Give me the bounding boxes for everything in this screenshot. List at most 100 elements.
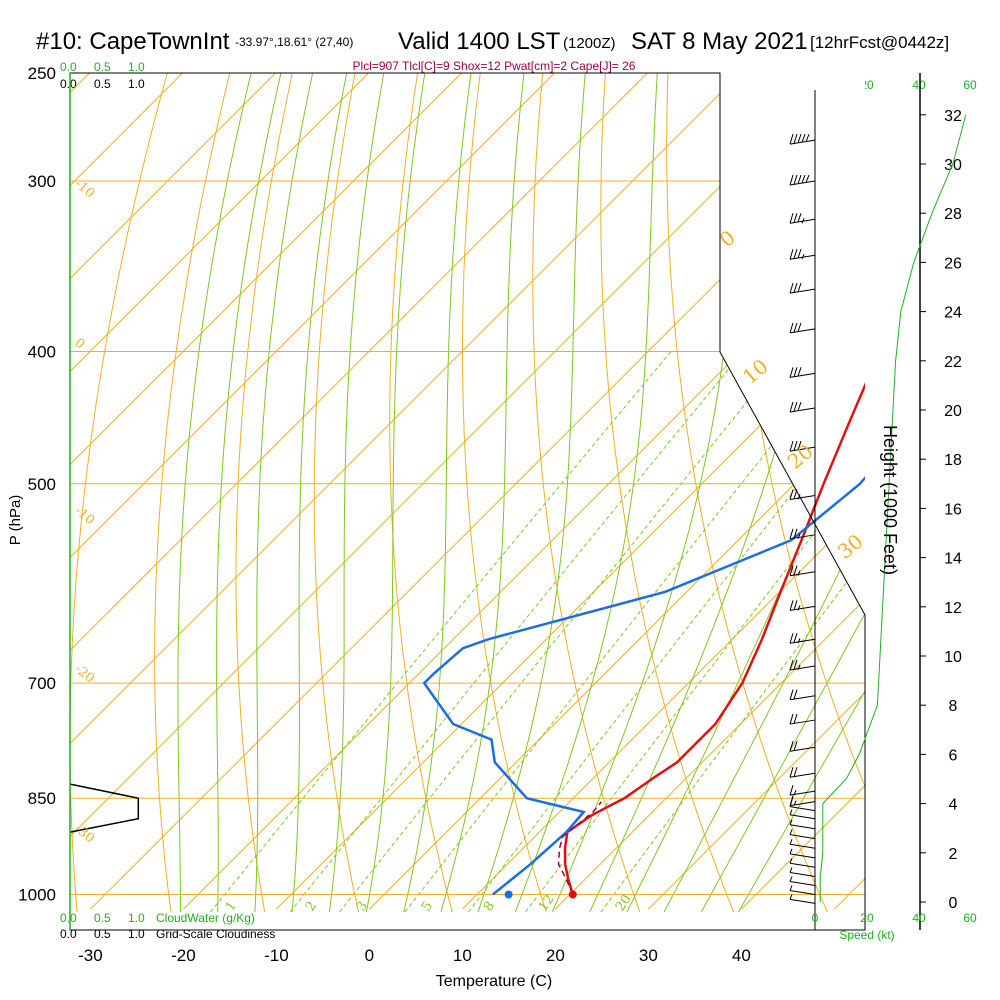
mixing-ratio-label: 5 bbox=[419, 899, 436, 914]
dry-adiabat-line bbox=[855, 73, 865, 187]
wind-barb-flag bbox=[797, 401, 802, 411]
wind-barb-staff bbox=[789, 806, 816, 812]
temperature-tick-label: -10 bbox=[264, 946, 289, 965]
wind-barb-half bbox=[789, 876, 793, 882]
temperature-tick-label: -20 bbox=[171, 946, 196, 965]
moist-adiabat-line bbox=[738, 689, 865, 913]
wind-barb-half bbox=[793, 789, 797, 796]
wind-barb-flag bbox=[789, 795, 794, 806]
moist-adiabat-line bbox=[700, 612, 865, 913]
pressure-tick-label: 250 bbox=[28, 64, 56, 83]
height-tick-label: 10 bbox=[944, 649, 962, 666]
wind-barb-flag bbox=[797, 133, 802, 144]
isotherm-line bbox=[70, 73, 370, 373]
station-coords: -33.97°,18.61° (27,40) bbox=[235, 35, 353, 49]
wind-barb-flag bbox=[789, 489, 794, 500]
y-axis-title: P (hPa) bbox=[7, 495, 24, 546]
wind-barb-flag bbox=[789, 713, 794, 725]
wind-barb-half bbox=[789, 894, 793, 900]
cloudwater-scale-0: 0.0 bbox=[60, 911, 77, 925]
pressure-tick-label: 300 bbox=[28, 172, 56, 191]
wind-barb-half bbox=[789, 848, 793, 855]
wind-barb-flag bbox=[789, 322, 794, 334]
wind-barb bbox=[789, 741, 816, 752]
cloudiness-label: Grid-Scale Cloudiness bbox=[156, 927, 275, 941]
isotherm-line bbox=[70, 73, 556, 559]
pressure-tick-label: 700 bbox=[28, 674, 56, 693]
wind-barb-flag bbox=[793, 401, 798, 412]
wind-barb-flag bbox=[793, 689, 798, 700]
wind-barb bbox=[789, 885, 816, 895]
wind-barb bbox=[789, 565, 816, 577]
wind-barb bbox=[789, 600, 816, 611]
wind-barb-staff bbox=[789, 834, 816, 840]
isotherm-line bbox=[70, 73, 463, 466]
cloudiness-scale-0: 0.0 bbox=[60, 927, 77, 941]
wind-barb bbox=[789, 848, 816, 859]
wind-barb-flag bbox=[789, 249, 794, 260]
mixing-ratio-label: 2 bbox=[303, 899, 320, 914]
wind-barb-flag bbox=[793, 249, 798, 259]
wind-barb-half bbox=[789, 809, 793, 815]
wind-barb bbox=[789, 133, 816, 145]
cloudiness-profile bbox=[70, 783, 140, 833]
height-tick-label: 12 bbox=[944, 600, 962, 617]
temperature-tick-label: 40 bbox=[732, 946, 751, 965]
wind-barb bbox=[789, 489, 816, 500]
wind-barb-half bbox=[797, 570, 801, 576]
cloudwater-label: CloudWater (g/Kg) bbox=[156, 911, 255, 925]
wind-barb-staff bbox=[789, 898, 816, 904]
cloudiness-scale-2: 1.0 bbox=[128, 927, 145, 941]
wind-barb-flag bbox=[789, 767, 794, 778]
mixing-ratio-line bbox=[600, 557, 865, 913]
speed-bottom-40: 40 bbox=[912, 911, 926, 925]
wind-barb-flag bbox=[789, 367, 794, 378]
sounding-line-dewpoint bbox=[422, 476, 865, 896]
wind-barb-flag bbox=[789, 528, 794, 539]
plot-mask bbox=[720, 73, 865, 930]
wind-barb-flag bbox=[797, 440, 802, 450]
wind-barb-flag bbox=[789, 633, 794, 644]
mixing-ratio-line bbox=[289, 351, 744, 913]
cloudiness-scale-1: 0.5 bbox=[94, 927, 111, 941]
wind-barb-half bbox=[789, 885, 793, 891]
wind-barb-flag bbox=[793, 174, 798, 185]
height-tick-label: 24 bbox=[944, 305, 962, 322]
wind-barb bbox=[789, 876, 816, 887]
moist-adiabat-line bbox=[626, 381, 865, 913]
wind-barb bbox=[789, 829, 816, 840]
isotherm-line bbox=[70, 73, 91, 94]
wind-barb-half bbox=[797, 605, 801, 611]
forecast-tag: [12hrFcst@0442z] bbox=[810, 33, 949, 52]
moist-adiabat-line bbox=[366, 73, 426, 913]
dry-adiabat-line bbox=[154, 73, 231, 913]
wind-barb-flag bbox=[789, 689, 794, 700]
dry-adiabat-line bbox=[462, 73, 547, 913]
wind-barb-half bbox=[789, 858, 793, 864]
height-tick-label: 26 bbox=[944, 255, 962, 272]
mixing-ratio-label: 20 bbox=[613, 892, 635, 914]
wind-barb-flag bbox=[789, 785, 794, 796]
temperature-tick-label: 0 bbox=[365, 946, 374, 965]
isotherm-line bbox=[70, 73, 277, 280]
wind-barb-flag bbox=[789, 600, 794, 611]
dry-adiabat-line bbox=[600, 73, 735, 913]
speed-bottom-0: 0 bbox=[812, 911, 819, 925]
sounding-line-temperature bbox=[563, 382, 865, 895]
dry-adiabat-line bbox=[916, 49, 1000, 912]
moist-adiabat-line bbox=[514, 73, 658, 913]
wind-barb bbox=[789, 401, 816, 413]
wind-barb-half bbox=[801, 218, 805, 224]
wind-barb-flag bbox=[793, 440, 798, 451]
wind-barb-flag bbox=[789, 134, 794, 145]
dry-adiabat-line bbox=[666, 73, 828, 913]
wind-barb-flag bbox=[801, 174, 806, 184]
moist-adiabat-line bbox=[328, 73, 385, 913]
wind-barb-flag bbox=[793, 322, 798, 333]
wind-speed-profile bbox=[819, 114, 967, 902]
wind-barb bbox=[789, 713, 816, 725]
wind-barb bbox=[789, 867, 816, 877]
wind-barb-staff bbox=[789, 871, 816, 877]
isotherm-line bbox=[0, 49, 21, 909]
temperature-tick-label: -30 bbox=[78, 946, 103, 965]
